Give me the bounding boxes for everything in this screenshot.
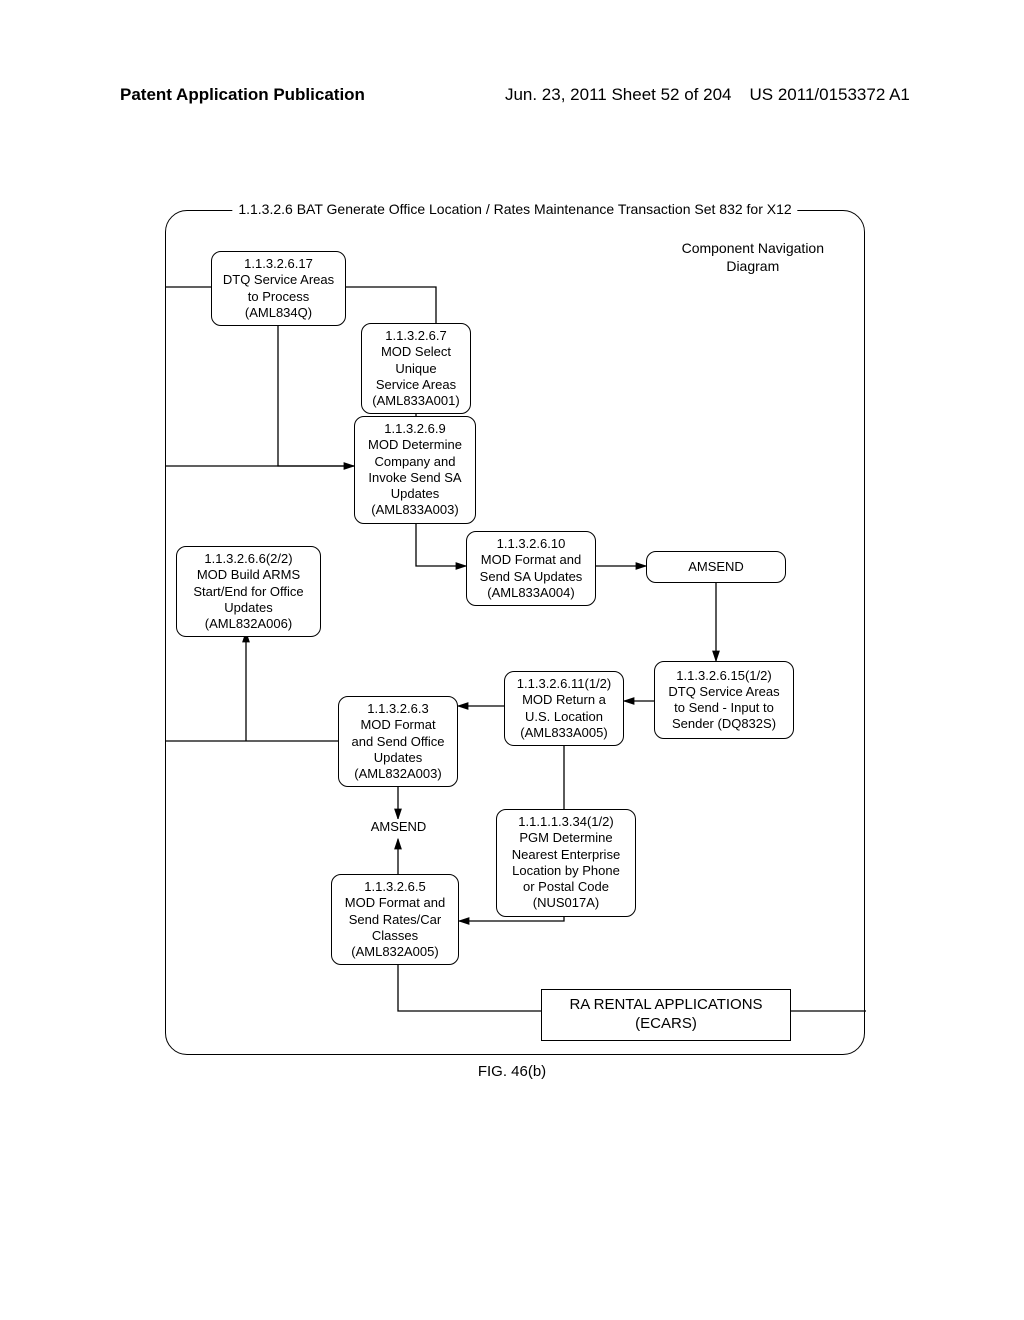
node-mod-determine-company: 1.1.3.2.6.9MOD DetermineCompany andInvok… <box>354 416 476 524</box>
header-date-sheet: Jun. 23, 2011 Sheet 52 of 204 <box>505 85 732 105</box>
diagram-frame: 1.1.3.2.6 BAT Generate Office Location /… <box>165 210 865 1055</box>
header-publication: Patent Application Publication <box>120 85 365 105</box>
node-ra-rental-ecars: RA RENTAL APPLICATIONS(ECARS) <box>541 989 791 1041</box>
page-header: Patent Application Publication Jun. 23, … <box>0 85 1024 105</box>
node-amsend-1: AMSEND <box>646 551 786 583</box>
node-mod-format-send-sa: 1.1.3.2.6.10MOD Format andSend SA Update… <box>466 531 596 606</box>
diagram-title: 1.1.3.2.6 BAT Generate Office Location /… <box>232 201 797 217</box>
node-dtq-service-areas-send: 1.1.3.2.6.15(1/2)DTQ Service Areasto Sen… <box>654 661 794 739</box>
node-amsend-2: AMSEND <box>351 819 446 835</box>
header-patent-number: US 2011/0153372 A1 <box>750 85 910 105</box>
node-mod-format-send-rates: 1.1.3.2.6.5MOD Format andSend Rates/CarC… <box>331 874 459 965</box>
node-mod-select-unique: 1.1.3.2.6.7MOD SelectUniqueService Areas… <box>361 323 471 414</box>
figure-label: FIG. 46(b) <box>478 1063 546 1080</box>
node-pgm-determine-nearest: 1.1.1.1.3.34(1/2)PGM DetermineNearest En… <box>496 809 636 917</box>
node-mod-format-send-office: 1.1.3.2.6.3MOD Formatand Send OfficeUpda… <box>338 696 458 787</box>
node-mod-return-us-location: 1.1.3.2.6.11(1/2)MOD Return aU.S. Locati… <box>504 671 624 746</box>
node-dtq-service-areas-process: 1.1.3.2.6.17DTQ Service Areasto Process(… <box>211 251 346 326</box>
node-mod-build-arms: 1.1.3.2.6.6(2/2)MOD Build ARMSStart/End … <box>176 546 321 637</box>
nav-diagram-label: Component Navigation Diagram <box>682 239 824 275</box>
